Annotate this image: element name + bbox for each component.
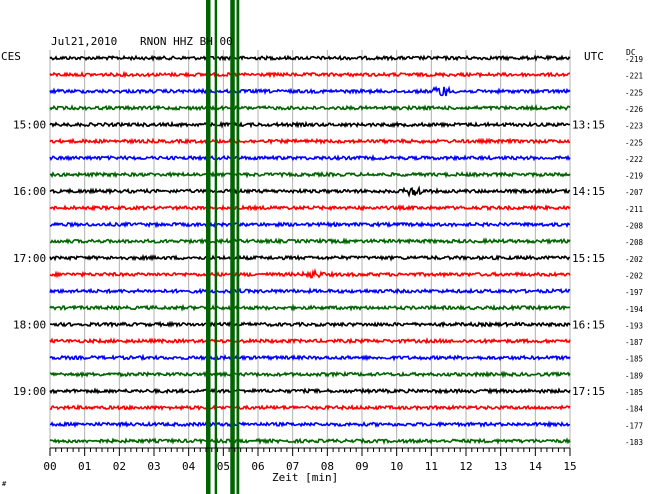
x-tick-label: 06: [251, 460, 264, 473]
trace-row: [49, 70, 571, 79]
x-tick-label: 08: [321, 460, 334, 473]
x-tick-label: 13: [494, 460, 507, 473]
dc-offset-label: -194: [625, 305, 644, 314]
dc-offset-label: -219: [625, 172, 643, 181]
dc-offset-label: -208: [625, 238, 644, 247]
hour-labels: 15:00 16:00 17:00 18:00 19:00 13:15 14:15 15:15…: [13, 119, 605, 398]
trace-row: [49, 170, 571, 179]
dc-offset-labels: -219 -221 -225 -226 -223 -225 -222 -219 -207 -211…: [625, 55, 644, 447]
trace-row: [49, 203, 571, 212]
dc-offset-label: -185: [625, 388, 643, 397]
right-hour-label: 15:15: [572, 252, 605, 265]
x-tick-label: 01: [78, 460, 91, 473]
x-tick-label: 14: [529, 460, 543, 473]
dc-offset-label: -197: [625, 288, 643, 297]
x-tick-label: 04: [182, 460, 196, 473]
dc-offset-label: -221: [625, 72, 643, 81]
dc-offset-label: -202: [625, 271, 643, 280]
dc-offset-label: -202: [625, 255, 643, 264]
dc-offset-label: -226: [625, 105, 644, 114]
dc-offset-label: -185: [625, 355, 643, 364]
left-timezone-label: CES: [1, 50, 21, 63]
x-tick-label: 07: [286, 460, 299, 473]
saturated-band: [206, 0, 211, 494]
dc-offset-label: -208: [625, 222, 644, 231]
seismic-traces: [49, 54, 571, 445]
dc-offset-label: -177: [625, 421, 643, 430]
x-tick-label: 15: [563, 460, 576, 473]
svg-text:#: #: [2, 480, 7, 488]
trace-row: [49, 370, 571, 379]
trace-row: [49, 437, 571, 445]
x-tick-label: 12: [459, 460, 472, 473]
x-tick-label: 03: [147, 460, 160, 473]
trace-row: [49, 85, 571, 97]
trace-row: [49, 320, 571, 329]
trace-row: [49, 137, 571, 146]
trace-row: [49, 353, 571, 362]
dc-offset-label: -193: [625, 321, 643, 330]
dc-offset-label: -211: [625, 205, 643, 214]
trace-row: [49, 387, 571, 395]
trace-row: [49, 120, 571, 129]
dc-offset-label: -189: [625, 371, 643, 380]
right-hour-label: 14:15: [572, 185, 605, 198]
x-tick-label: 09: [355, 460, 368, 473]
x-tick-label: 02: [113, 460, 126, 473]
left-hour-label: 16:00: [13, 185, 46, 198]
x-tick-label: 10: [390, 460, 403, 473]
left-hour-label: 17:00: [13, 252, 46, 265]
right-hour-label: 17:15: [572, 385, 605, 398]
dc-offset-label: -207: [625, 188, 643, 197]
left-hour-label: 19:00: [13, 385, 46, 398]
left-hour-label: 18:00: [13, 318, 46, 331]
right-timezone-label: UTC: [584, 50, 604, 63]
trace-row: [49, 237, 571, 246]
station-label: RNON HHZ BH 00: [140, 35, 233, 48]
trace-row: [49, 303, 571, 312]
saturated-band: [236, 0, 240, 494]
trace-row: [49, 268, 571, 279]
trace-row: [49, 54, 571, 62]
dc-offset-label: -184: [625, 405, 644, 414]
saturated-band: [214, 0, 218, 494]
dc-header-label: DC: [626, 48, 636, 57]
x-tick-label: 00: [43, 460, 56, 473]
dc-offset-label: -225: [625, 88, 643, 97]
saturated-signal-bands: [206, 0, 240, 494]
trace-row: [49, 287, 571, 295]
time-axis: 00 01 02 03 04 05 06 07 08 09 10 11 12 13 14 15: [43, 447, 577, 473]
trace-row: [49, 104, 571, 112]
dc-offset-label: -187: [625, 338, 643, 347]
trace-row: [49, 185, 571, 198]
left-hour-label: 15:00: [13, 119, 46, 132]
x-tick-label: 11: [425, 460, 438, 473]
saturated-band: [230, 0, 235, 494]
trace-row: [49, 403, 571, 412]
x-tick-label: 05: [217, 460, 230, 473]
x-axis-label: Zeit [min]: [272, 471, 338, 484]
right-hour-label: 16:15: [572, 318, 605, 331]
dc-offset-label: -225: [625, 138, 643, 147]
corner-mark: #: [2, 480, 7, 488]
trace-row: [49, 337, 571, 345]
dc-offset-label: -183: [625, 438, 643, 447]
trace-row: [50, 220, 571, 229]
minute-gridlines: [49, 50, 571, 448]
dc-offset-label: -222: [625, 155, 643, 164]
dc-offset-label: -223: [625, 122, 643, 131]
date-label: Jul21,2010: [51, 35, 117, 48]
trace-row: [49, 253, 570, 262]
trace-row: [49, 420, 571, 429]
chart-labels: Jul21,2010 RNON HHZ BH 00 CES UTC DC Zei…: [1, 35, 636, 484]
dc-offset-label: -219: [625, 55, 643, 64]
trace-row: [49, 153, 571, 162]
right-hour-label: 13:15: [572, 119, 605, 132]
